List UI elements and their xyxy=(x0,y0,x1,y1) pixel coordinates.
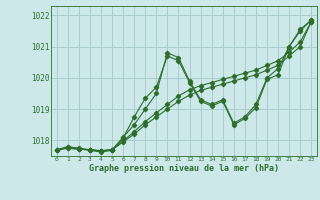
X-axis label: Graphe pression niveau de la mer (hPa): Graphe pression niveau de la mer (hPa) xyxy=(89,164,279,173)
